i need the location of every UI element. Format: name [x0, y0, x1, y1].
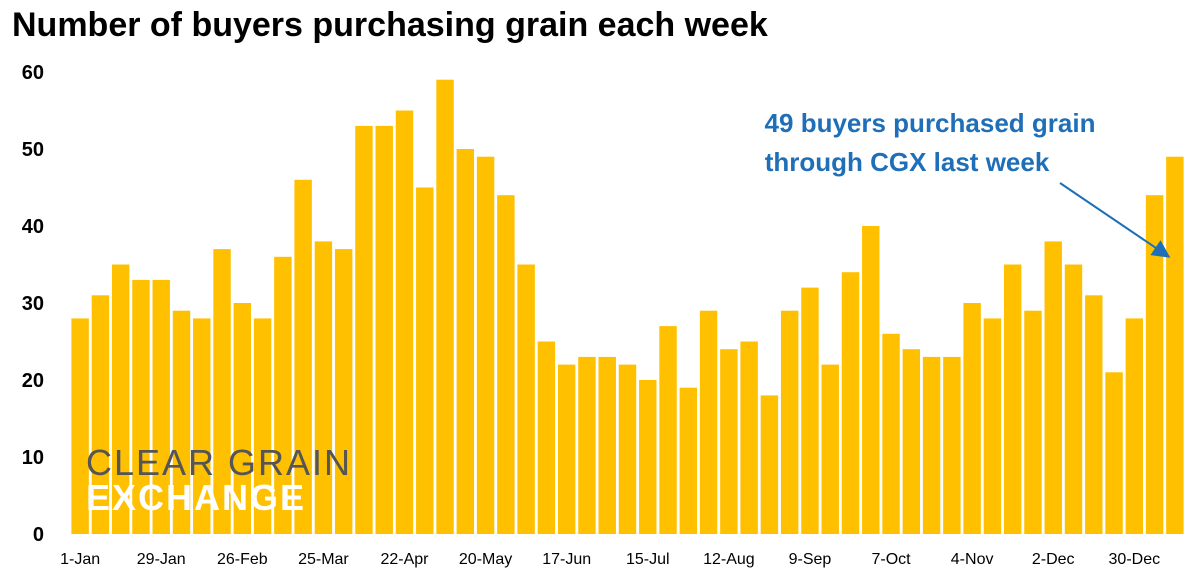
bar — [476, 156, 495, 534]
bar — [314, 241, 333, 534]
bar — [699, 310, 718, 534]
bar — [740, 341, 758, 534]
bar — [902, 349, 921, 534]
bar — [1024, 310, 1042, 534]
x-tick-label: 26-Feb — [217, 551, 268, 568]
bar — [172, 310, 191, 534]
bar — [517, 264, 535, 534]
bar — [598, 356, 616, 534]
bar — [1166, 156, 1184, 534]
bar — [334, 249, 353, 534]
bar — [355, 125, 373, 535]
y-tick-label: 20 — [22, 370, 44, 392]
annotation-line-1: 49 buyers purchased grain — [765, 108, 1096, 138]
y-tick-label: 0 — [33, 524, 44, 546]
y-tick-label: 40 — [22, 216, 44, 238]
annotation-arrow — [1059, 182, 1171, 258]
bar — [882, 333, 900, 534]
x-tick-label: 30-Dec — [1109, 551, 1161, 568]
bar — [193, 318, 211, 534]
x-tick-label: 12-Aug — [703, 551, 755, 568]
bar — [132, 279, 150, 534]
x-tick-label: 15-Jul — [626, 551, 670, 568]
bar — [720, 349, 738, 534]
bar — [416, 187, 434, 534]
bar — [233, 303, 252, 534]
bar — [1003, 264, 1022, 534]
bar — [801, 287, 819, 534]
y-tick-label: 30 — [22, 293, 44, 315]
bar — [375, 125, 393, 535]
x-axis: 1-Jan 29-Jan 26-Feb 25-Mar 22-Apr 20-May 17-Ju… — [60, 551, 1160, 568]
bar — [111, 264, 130, 534]
bar — [294, 179, 312, 535]
bar — [91, 295, 110, 534]
y-tick-label: 50 — [22, 139, 44, 161]
bar — [760, 395, 779, 534]
annotation-line-2: through CGX last week — [765, 147, 1050, 177]
bar — [71, 318, 89, 534]
bar — [253, 318, 272, 534]
bar — [456, 149, 475, 534]
bar — [841, 272, 860, 534]
x-tick-label: 2-Dec — [1032, 551, 1075, 568]
x-tick-label: 1-Jan — [60, 551, 100, 568]
bar — [1064, 264, 1083, 534]
x-tick-label: 25-Mar — [298, 551, 349, 568]
x-tick-label: 20-May — [459, 551, 512, 568]
bar — [1145, 195, 1164, 534]
x-tick-label: 7-Oct — [871, 551, 911, 568]
bar — [618, 364, 637, 534]
bar — [963, 303, 981, 534]
logo-line-1: CLEAR GRAIN — [86, 442, 352, 483]
x-tick-label: 22-Apr — [380, 551, 429, 568]
logo-line-2: EXCHANGE — [86, 477, 306, 518]
bar — [578, 356, 596, 534]
bar — [659, 326, 677, 534]
bar — [497, 195, 515, 534]
x-tick-label: 29-Jan — [137, 551, 186, 568]
bar — [943, 356, 961, 534]
bar — [821, 364, 839, 534]
bar — [436, 79, 454, 534]
y-tick-label: 10 — [22, 447, 44, 469]
bar — [152, 279, 170, 534]
bar — [1105, 372, 1123, 534]
x-tick-label: 4-Nov — [951, 551, 994, 568]
bar — [537, 341, 556, 534]
bar — [922, 356, 941, 534]
bar — [274, 256, 292, 534]
bar — [639, 380, 657, 534]
bar — [983, 318, 1002, 534]
bar — [1125, 318, 1144, 534]
bar — [1085, 295, 1103, 534]
bar — [679, 387, 698, 534]
bar — [862, 226, 880, 534]
clear-grain-exchange-logo: CLEAR GRAIN EXCHANGE — [86, 442, 352, 518]
annotation: 49 buyers purchased grain through CGX la… — [765, 108, 1171, 258]
bar-series — [71, 79, 1184, 535]
x-tick-label: 17-Jun — [542, 551, 591, 568]
bar — [780, 310, 799, 534]
bar — [1044, 241, 1062, 534]
x-tick-label: 9-Sep — [789, 551, 832, 568]
bar — [557, 364, 576, 534]
y-axis: 0 10 20 30 40 50 60 — [22, 62, 44, 546]
chart-title: Number of buyers purchasing grain each w… — [12, 6, 768, 44]
y-tick-label: 60 — [22, 62, 44, 84]
bar — [213, 249, 231, 534]
bar — [395, 110, 414, 534]
